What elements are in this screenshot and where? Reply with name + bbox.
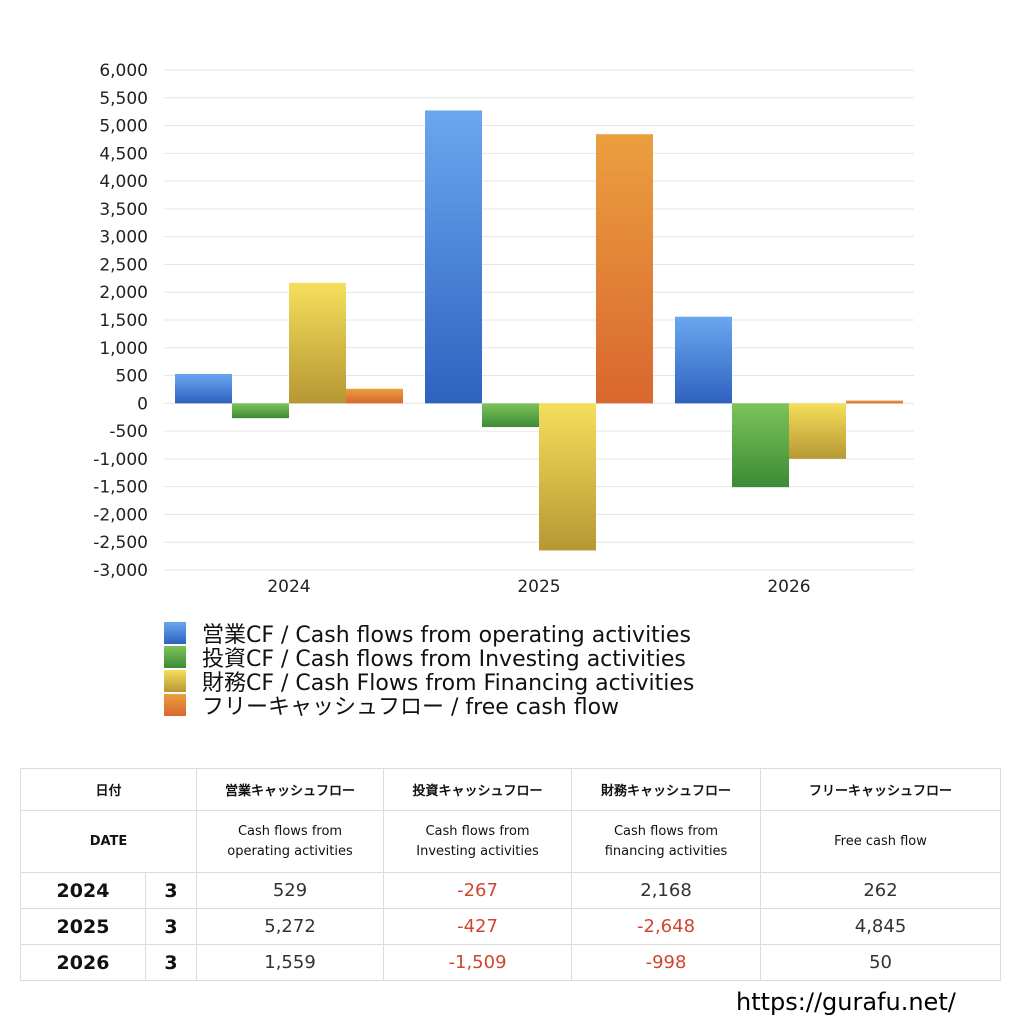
- y-tick-label: 3,000: [99, 228, 148, 248]
- y-axis: -3,000 -2,500 -2,000 -1,500 -1,000 -500 0 500 1,…: [93, 61, 148, 581]
- bar-financing-2026: [789, 403, 846, 459]
- header-operating-jp: 営業キャッシュフロー: [196, 768, 385, 811]
- x-tick-label: 2025: [517, 577, 560, 597]
- y-tick-label: -1,000: [93, 450, 148, 470]
- table-row: 2024 3 529 -267 2,168 262: [20, 872, 1002, 909]
- header-investing-jp: 投資キャッシュフロー: [383, 768, 573, 811]
- y-tick-label: 4,500: [99, 144, 148, 164]
- header-financing-en: Cash flows from financing activities: [571, 810, 762, 873]
- y-tick-label: 3,500: [99, 200, 148, 220]
- bar-operating-2026: [675, 316, 732, 404]
- header-operating-en-line1: Cash flows from: [237, 823, 343, 839]
- table-header-en: DATE Cash flows from operating activities…: [19, 810, 1002, 873]
- y-tick-label: -1,500: [93, 478, 148, 498]
- cell-free: 50: [760, 944, 1002, 981]
- header-investing-en-line2: Investing activities: [416, 843, 539, 859]
- y-tick-label: -500: [109, 422, 148, 442]
- cell-free: 262: [760, 872, 1002, 909]
- legend-item-financing: 財務CF / Cash Flows from Financing activit…: [164, 669, 694, 696]
- cell-operating: 5,272: [196, 908, 385, 945]
- cell-year: 2026: [20, 944, 146, 981]
- legend-label-free: フリーキャッシュフロー / free cash flow: [202, 695, 620, 720]
- legend: 営業CF / Cash flows from operating activit…: [164, 621, 694, 720]
- legend-swatch-investing: [164, 646, 186, 668]
- cell-operating: 1,559: [196, 944, 385, 981]
- cell-free: 4,845: [760, 908, 1002, 945]
- bar-free-2025: [596, 134, 653, 404]
- header-financing-jp: 財務キャッシュフロー: [571, 768, 762, 811]
- y-tick-label: -2,500: [93, 533, 148, 553]
- header-date-en: DATE: [19, 810, 198, 873]
- header-financing-en-line1: Cash flows from: [613, 823, 719, 839]
- bar-investing-2026: [732, 403, 789, 488]
- y-tick-label: 500: [116, 367, 148, 387]
- y-tick-label: 0: [137, 394, 148, 414]
- header-financing-en-line2: financing activities: [604, 843, 728, 859]
- cell-month: 3: [144, 908, 198, 945]
- header-investing-en: Cash flows from Investing activities: [383, 810, 573, 873]
- bar-financing-2024: [289, 282, 346, 404]
- cell-investing: -427: [383, 908, 573, 945]
- bar-investing-2024: [232, 403, 289, 419]
- header-free-en: Free cash flow: [760, 810, 1002, 873]
- cell-financing: -2,648: [571, 908, 762, 945]
- legend-item-operating: 営業CF / Cash flows from operating activit…: [164, 621, 694, 648]
- y-tick-label: 1,500: [99, 311, 148, 331]
- cell-month: 3: [144, 872, 198, 909]
- header-operating-en: Cash flows from operating activities: [196, 810, 385, 873]
- table-header-jp: 日付 営業キャッシュフロー 投資キャッシュフロー 財務キャッシュフロー フリーキ…: [19, 768, 1002, 811]
- y-tick-label: -2,000: [93, 505, 148, 525]
- cell-year: 2024: [20, 872, 146, 909]
- bar-free-2024: [346, 388, 403, 404]
- legend-label-investing: 投資CF / Cash flows from Investing activit…: [202, 647, 686, 672]
- bar-operating-2024: [175, 373, 232, 404]
- y-tick-label: 2,500: [99, 255, 148, 275]
- cell-operating: 529: [196, 872, 385, 909]
- cell-investing: -1,509: [383, 944, 573, 981]
- cell-investing: -267: [383, 872, 573, 909]
- legend-label-operating: 営業CF / Cash flows from operating activit…: [202, 623, 691, 648]
- legend-swatch-financing: [164, 670, 186, 692]
- y-tick-label: 4,000: [99, 172, 148, 192]
- bar-free-2026: [846, 400, 903, 404]
- table-row: 2025 3 5,272 -427 -2,648 4,845: [20, 908, 1002, 945]
- cell-year: 2025: [20, 908, 146, 945]
- bar-operating-2025: [425, 110, 482, 404]
- bars: [175, 110, 903, 551]
- legend-swatch-operating: [164, 622, 186, 644]
- header-operating-en-line2: operating activities: [227, 843, 353, 859]
- site-url[interactable]: https://gurafu.net/: [736, 988, 956, 1016]
- y-tick-label: 5,000: [99, 117, 148, 137]
- y-tick-label: -3,000: [93, 561, 148, 581]
- cash-flow-table: 日付 営業キャッシュフロー 投資キャッシュフロー 財務キャッシュフロー フリーキ…: [19, 768, 1002, 981]
- x-axis: 2024 2025 2026: [267, 577, 810, 597]
- cash-flow-chart: -3,000 -2,500 -2,000 -1,500 -1,000 -500 0 500 1,…: [93, 61, 914, 597]
- y-tick-label: 6,000: [99, 61, 148, 81]
- cell-financing: 2,168: [571, 872, 762, 909]
- legend-item-free: フリーキャッシュフロー / free cash flow: [164, 693, 694, 720]
- header-investing-en-line1: Cash flows from: [425, 823, 530, 839]
- legend-item-investing: 投資CF / Cash flows from Investing activit…: [164, 645, 694, 672]
- cell-month: 3: [144, 944, 198, 981]
- x-tick-label: 2024: [267, 577, 310, 597]
- x-tick-label: 2026: [767, 577, 810, 597]
- bar-investing-2025: [482, 403, 539, 428]
- table-row: 2026 3 1,559 -1,509 -998 50: [20, 944, 1002, 981]
- legend-label-financing: 財務CF / Cash Flows from Financing activit…: [202, 671, 695, 696]
- header-free-jp: フリーキャッシュフロー: [760, 768, 1002, 811]
- header-date-jp: 日付: [19, 768, 198, 811]
- y-tick-label: 5,500: [99, 89, 148, 109]
- y-tick-label: 1,000: [99, 339, 148, 359]
- y-tick-label: 2,000: [99, 283, 148, 303]
- bar-financing-2025: [539, 403, 596, 551]
- cell-financing: -998: [571, 944, 762, 981]
- legend-swatch-free: [164, 694, 186, 716]
